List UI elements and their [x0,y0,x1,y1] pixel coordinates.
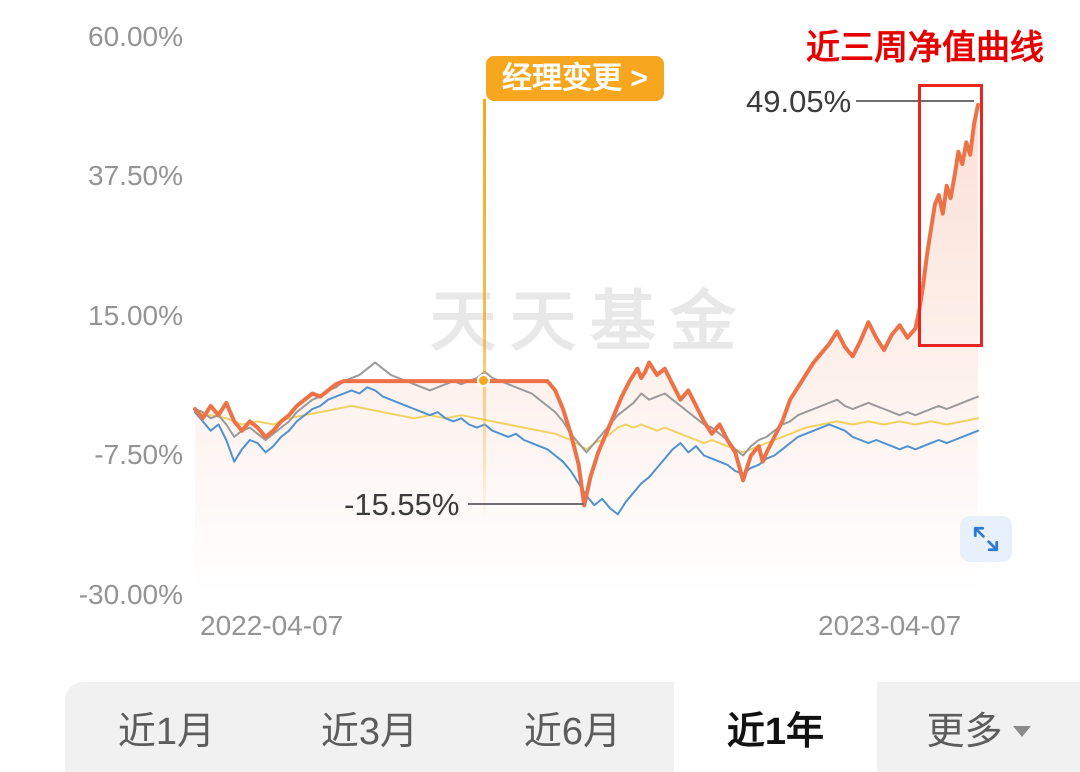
peak-leader-line [856,100,974,102]
tab-1year[interactable]: 近1年 [674,682,877,772]
recent-three-weeks-highlight-box [918,84,983,347]
expand-chart-button[interactable] [960,516,1012,562]
tab-label: 近1月 [117,710,216,753]
tab-6month[interactable]: 近6月 [471,682,674,772]
manager-change-dot [477,374,490,387]
tab-label: 更多 [926,710,1003,753]
period-tabbar: 近1月 近3月 近6月 近1年 更多 [65,682,1080,772]
y-axis-label: 15.00% [88,300,183,331]
tab-1month[interactable]: 近1月 [65,682,268,772]
watermark: 天天基金 [430,284,750,358]
dip-value-label: -15.55% [344,487,460,522]
manager-change-badge[interactable]: 经理变更 > [486,56,664,101]
tab-label: 近6月 [523,710,622,753]
dropdown-caret-icon [1012,725,1031,737]
dip-leader-line [468,503,584,505]
x-axis-label-end: 2023-04-07 [818,610,962,641]
peak-value-label: 49.05% [746,84,852,119]
x-axis-label-start: 2022-04-07 [200,610,344,641]
tab-more[interactable]: 更多 [877,682,1080,772]
performance-line-chart [193,102,980,596]
y-axis-label: -30.00% [78,579,183,610]
y-axis-label: 60.00% [88,21,183,52]
manager-change-guide-line [483,99,486,513]
tab-label: 近3月 [320,710,419,753]
y-axis-label: -7.50% [94,439,183,470]
recent-three-weeks-title: 近三周净值曲线 [806,29,1044,67]
tab-3month[interactable]: 近3月 [268,682,471,772]
y-axis-label: 37.50% [88,160,183,191]
tab-label: 近1年 [726,710,825,753]
expand-icon [971,524,1001,554]
